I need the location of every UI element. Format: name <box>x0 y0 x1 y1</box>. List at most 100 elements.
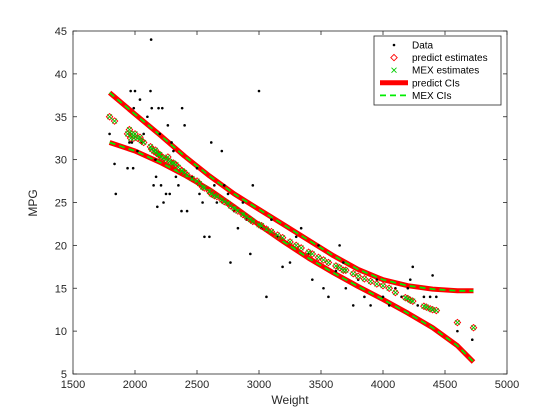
data-point <box>208 235 211 239</box>
predict-estimate-marker <box>385 284 394 293</box>
predict-estimate-marker <box>366 277 375 286</box>
data-point <box>327 295 330 299</box>
data-point <box>411 265 415 269</box>
data-point <box>172 149 175 153</box>
data-point <box>128 141 131 144</box>
mex-estimate-marker <box>240 211 246 218</box>
x-tick-label: 2000 <box>123 379 147 391</box>
predict-estimate-marker <box>314 253 323 262</box>
data-point <box>142 132 145 136</box>
mex-estimate-marker <box>247 216 254 223</box>
legend-swatch-predict-estimates <box>390 53 398 62</box>
predict-estimate-marker <box>308 250 317 258</box>
data-point <box>131 166 135 170</box>
data-point <box>265 295 268 299</box>
data-point <box>422 295 426 299</box>
data-point <box>154 175 158 179</box>
mex-estimate-marker <box>470 324 477 331</box>
legend-box <box>373 35 502 106</box>
mex-estimate-marker <box>206 188 213 195</box>
mex-estimate-marker <box>153 150 159 156</box>
mex-estimate-marker <box>325 259 332 266</box>
data-point <box>456 329 459 333</box>
mex-estimate-marker <box>208 191 214 197</box>
data-point <box>241 201 245 204</box>
legend-label: MEX CIs <box>412 91 451 102</box>
predict-estimate-marker <box>297 244 305 252</box>
predict-estimate-marker <box>379 281 387 290</box>
y-tick-label: 20 <box>55 240 67 252</box>
data-point <box>160 106 164 110</box>
mex-estimate-marker <box>367 278 374 285</box>
data-point <box>132 106 136 110</box>
mex-estimate-marker <box>454 319 461 326</box>
data-point <box>136 149 139 153</box>
predict-estimate-marker <box>391 288 400 297</box>
mex-estimate-marker <box>433 307 440 314</box>
data-point <box>416 304 420 307</box>
y-tick-label: 40 <box>55 69 67 81</box>
predict-estimate-marker <box>420 302 428 311</box>
predict-estimate-marker <box>267 227 276 236</box>
mex-estimate-marker <box>170 160 177 166</box>
predict-estimate-marker <box>226 202 235 210</box>
data-point <box>174 175 178 179</box>
data-point <box>183 124 186 127</box>
data-point <box>375 278 379 281</box>
predict-estimate-marker <box>292 241 301 250</box>
data-point <box>154 158 157 161</box>
mex-estimate-marker <box>138 138 144 144</box>
data-point <box>138 98 142 101</box>
data-point <box>129 89 132 93</box>
mex-estimate-marker <box>235 208 241 214</box>
predict-estimate-marker <box>188 174 196 183</box>
mex-estimate-marker <box>380 282 386 289</box>
predict-estimate-marker <box>136 133 144 142</box>
mex-estimate-marker <box>350 270 356 277</box>
mex-estimate-marker <box>184 172 190 178</box>
predict-estimate-marker <box>110 117 119 125</box>
data-point <box>406 286 410 290</box>
predict-estimate-marker <box>335 263 344 272</box>
predict-estimate-marker <box>105 112 114 121</box>
data-point <box>226 192 230 196</box>
mex-estimate-marker <box>189 175 195 182</box>
mex-estimate-marker <box>163 156 169 163</box>
predict-ci-lower-line <box>108 140 476 364</box>
data-point <box>157 106 160 110</box>
mex-estimate-marker <box>214 193 220 200</box>
x-tick-label: 5000 <box>495 379 519 391</box>
data-point <box>195 166 199 170</box>
data-point <box>408 278 412 281</box>
mex-estimate-marker <box>305 249 312 255</box>
data-point <box>180 106 184 110</box>
data-point <box>180 209 183 213</box>
y-axis-title: MPG <box>26 189 40 216</box>
data-point <box>334 269 338 273</box>
data-point <box>281 265 284 269</box>
data-point <box>363 295 366 299</box>
legend-swatch-mex-estimates <box>391 67 397 74</box>
predict-estimate-marker <box>453 318 462 327</box>
mex-estimate-marker <box>124 131 131 137</box>
data-point <box>344 286 348 290</box>
y-tick-label: 5 <box>61 369 67 381</box>
data-point <box>470 338 474 342</box>
legend-label: Data <box>412 41 434 52</box>
mex-estimate-marker <box>279 234 286 241</box>
data-point <box>185 209 189 213</box>
legend-swatch-data <box>392 43 396 47</box>
data-point <box>229 261 232 264</box>
predict-estimate-marker <box>332 262 340 270</box>
mex-estimate-marker <box>126 126 133 133</box>
mex-estimate-marker <box>231 205 237 212</box>
data-point <box>158 132 162 136</box>
predict-estimate-marker <box>183 171 191 179</box>
data-point <box>431 274 434 277</box>
data-point <box>435 295 438 299</box>
data-point <box>213 184 216 187</box>
data-point <box>249 252 252 256</box>
y-tick-label: 35 <box>55 112 67 124</box>
